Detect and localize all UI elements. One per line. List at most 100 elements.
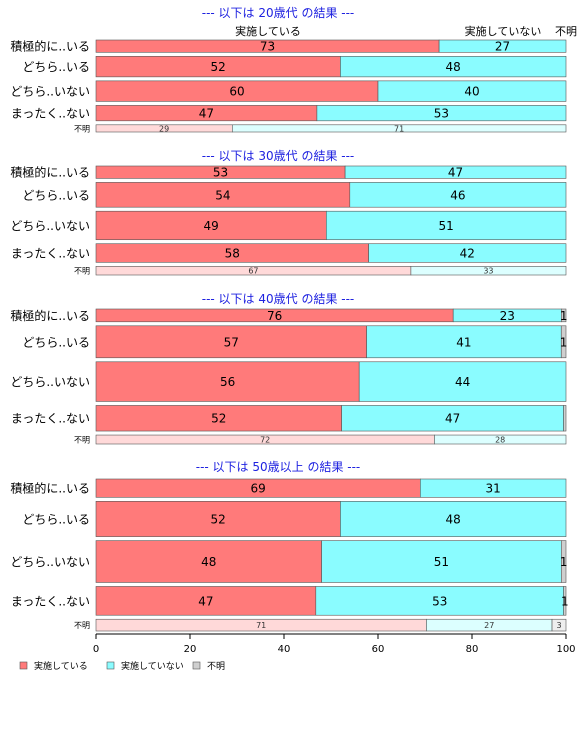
bar-segment [410, 266, 567, 276]
legend-label: 不明 [207, 661, 225, 672]
category-label: どちら..いる [22, 188, 90, 202]
x-tick-label: 20 [184, 644, 197, 655]
bar-value-label: 44 [455, 375, 470, 389]
header-label-unknown: 不明 [555, 25, 577, 38]
bar-value-label: 29 [159, 124, 169, 133]
x-tick-label: 100 [556, 644, 575, 655]
bar-value-label: 48 [446, 512, 461, 526]
bar-value-label: 53 [434, 107, 449, 121]
bar-value-label: 1 [560, 335, 568, 349]
bar-value-label: 48 [446, 60, 461, 74]
bar-value-label: 41 [456, 335, 471, 349]
category-label: 不明 [74, 436, 90, 445]
category-label: 不明 [74, 124, 90, 133]
category-label: どちら..いない [10, 555, 90, 569]
category-label: どちら..いない [10, 219, 90, 233]
bar-segment [95, 325, 367, 359]
bar-segment [551, 618, 567, 632]
category-label: 積極的に..いる [10, 308, 90, 323]
bar-value-label: 1 [561, 594, 569, 608]
bar-value-label: 73 [260, 40, 275, 54]
bar-value-label: 42 [460, 247, 475, 261]
bar-segment [340, 56, 567, 78]
bar-value-label: 47 [448, 166, 463, 180]
bar-segment [419, 478, 567, 498]
bar-segment [563, 405, 567, 432]
category-label: どちら..いない [10, 85, 90, 99]
category-label: どちら..いる [22, 512, 90, 526]
bar-value-label: 54 [215, 188, 230, 202]
bar-segment [321, 540, 562, 583]
bar-segment [344, 165, 567, 179]
category-label: 積極的に..いる [10, 39, 90, 54]
bar-segment [95, 586, 317, 616]
bar-value-label: 49 [204, 219, 219, 233]
bar-segment [95, 210, 327, 241]
category-label: まったく..ない [11, 594, 90, 608]
category-label: 不明 [74, 267, 90, 276]
bar-value-label: 47 [199, 107, 214, 121]
legend-swatch [192, 661, 201, 670]
bar-segment [349, 182, 567, 208]
bar-segment [563, 586, 567, 616]
bar-value-label: 33 [483, 267, 493, 276]
legend-label: 実施している [34, 660, 88, 672]
panel-title: --- 以下は 30歳代 の結果 --- [202, 149, 355, 163]
bar-value-label: 1 [560, 309, 568, 323]
x-tick-label: 40 [278, 644, 291, 655]
bar-value-label: 58 [225, 247, 240, 261]
bar-value-label: 71 [256, 621, 266, 630]
bar-segment [95, 405, 342, 432]
bar-value-label: 51 [439, 219, 454, 233]
legend-swatch [106, 661, 115, 670]
category-label: どちら..いない [10, 375, 90, 389]
bar-value-label: 69 [251, 482, 266, 496]
category-label: 積極的に..いる [10, 481, 90, 496]
bar-value-label: 53 [432, 594, 447, 608]
bar-value-label: 47 [445, 412, 460, 426]
bar-segment [377, 80, 567, 102]
panel-title: --- 以下は 20歳代 の結果 --- [202, 6, 355, 20]
bar-segment [560, 308, 567, 323]
category-label: まったく..ない [11, 107, 90, 121]
header-label-implemented: 実施している [235, 24, 301, 38]
bar-segment [368, 243, 567, 263]
bar-value-label: 27 [495, 40, 510, 54]
x-tick-label: 60 [372, 644, 385, 655]
bar-segment [358, 361, 567, 402]
bar-segment [95, 182, 351, 208]
bar-segment [560, 325, 567, 359]
bar-value-label: 56 [220, 375, 235, 389]
bar-value-label: 51 [434, 555, 449, 569]
bar-value-label: 60 [229, 85, 244, 99]
legend-label: 実施していない [121, 660, 184, 672]
category-label: どちら..いる [22, 60, 90, 74]
bar-value-label: 28 [495, 436, 505, 445]
panel-title: --- 以下は 40歳代 の結果 --- [202, 292, 355, 306]
bar-value-label: 3 [556, 621, 561, 630]
bar-segment [366, 325, 562, 359]
bar-value-label: 47 [198, 594, 213, 608]
bar-value-label: 76 [267, 309, 282, 323]
bar-value-label: 40 [464, 85, 479, 99]
bar-value-label: 46 [450, 188, 465, 202]
panel-title: --- 以下は 50歳以上 の結果 --- [196, 460, 361, 474]
bar-segment [438, 39, 567, 53]
bar-value-label: 52 [211, 60, 226, 74]
bar-segment [560, 540, 567, 583]
x-tick-label: 80 [466, 644, 479, 655]
x-tick-label: 0 [93, 644, 99, 655]
bar-segment [341, 405, 564, 432]
bar-value-label: 1 [560, 555, 568, 569]
bar-value-label: 53 [213, 166, 228, 180]
category-label: 積極的に..いる [10, 165, 90, 180]
bar-segment [340, 501, 567, 537]
bar-segment [95, 501, 341, 537]
bar-segment [325, 210, 567, 241]
bar-value-label: 72 [260, 436, 270, 445]
bar-value-label: 31 [486, 482, 501, 496]
bar-segment [434, 434, 567, 445]
bar-value-label: 71 [394, 124, 404, 133]
bar-value-label: 27 [484, 621, 494, 630]
